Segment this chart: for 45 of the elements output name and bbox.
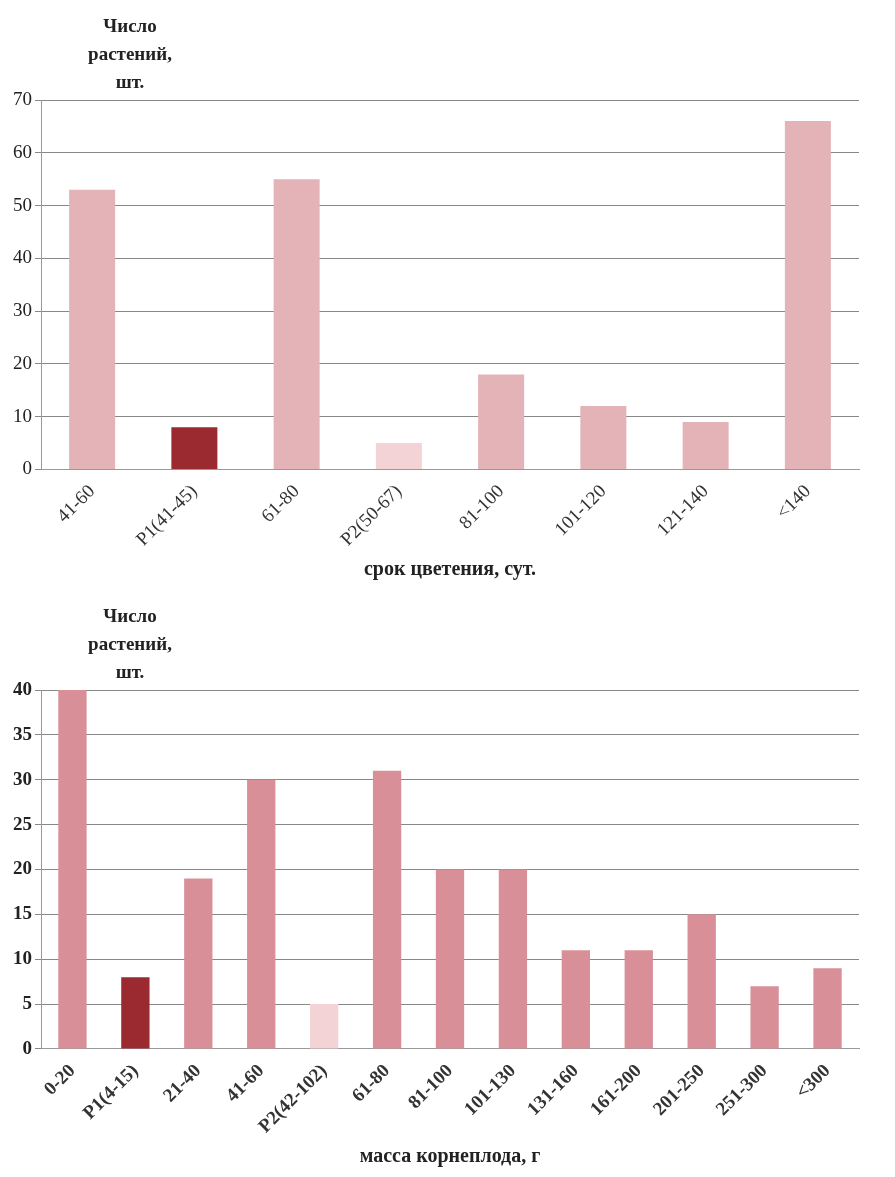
bar [498, 869, 528, 1049]
y-axis-title: Число растений, шт. [88, 605, 173, 683]
bar [247, 779, 276, 1049]
x-tick-label: <300 [791, 1059, 834, 1103]
bar [784, 121, 831, 469]
bar [624, 950, 653, 1049]
y-tick-label: 50 [13, 193, 32, 215]
bar [687, 914, 716, 1049]
bar [184, 878, 213, 1049]
bar [813, 968, 842, 1049]
y-tick-label: 0 [22, 457, 32, 479]
y-tick-label: 35 [13, 722, 32, 744]
bar [273, 179, 320, 469]
bar [580, 406, 627, 469]
x-axis-title: масса корнеплода, г [359, 1144, 541, 1168]
x-tick-label: 0-20 [39, 1059, 79, 1099]
bar [750, 986, 779, 1049]
y-tick-label: 15 [13, 902, 32, 924]
y-tick-label: 25 [13, 812, 32, 834]
bar [58, 690, 87, 1049]
bar [561, 950, 590, 1049]
bar [375, 443, 422, 469]
bar [121, 977, 150, 1049]
y-tick-label: 70 [13, 87, 32, 109]
y-tick-label: 60 [13, 140, 32, 162]
bar [310, 1004, 339, 1049]
x-tick-label: <140 [771, 479, 815, 523]
bar [682, 421, 729, 469]
y-tick-label: 20 [13, 857, 32, 879]
y-tick-label: 10 [13, 947, 32, 969]
bar [171, 427, 218, 469]
bar [372, 770, 402, 1049]
y-axis-title: Число растений, шт. [88, 15, 173, 93]
y-tick-label: 40 [13, 677, 32, 699]
y-tick-label: 5 [22, 991, 32, 1013]
bar [478, 374, 525, 469]
bar [69, 189, 116, 469]
y-tick-label: 30 [13, 767, 32, 789]
bar [435, 869, 465, 1049]
y-tick-label: 20 [13, 351, 32, 373]
x-axis-title: срок цветения, сут. [363, 557, 537, 581]
y-tick-label: 30 [13, 299, 32, 321]
y-tick-label: 40 [13, 246, 32, 268]
y-tick-label: 10 [13, 404, 32, 426]
y-tick-label: 0 [22, 1036, 32, 1058]
